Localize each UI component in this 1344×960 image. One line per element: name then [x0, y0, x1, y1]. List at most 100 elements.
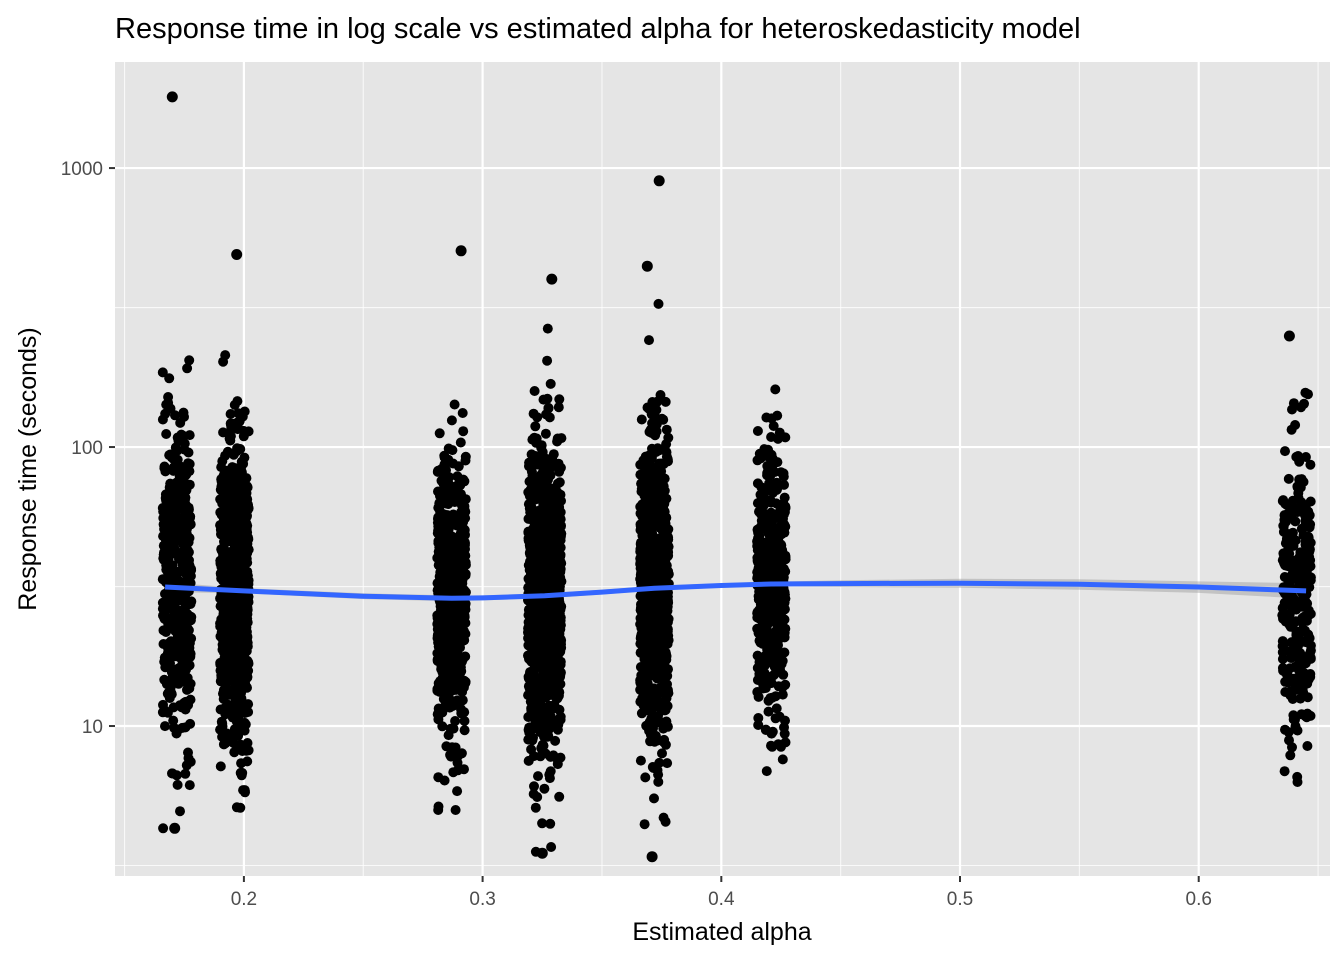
data-point: [458, 524, 469, 535]
data-point: [440, 475, 451, 486]
data-point: [239, 600, 250, 611]
smooth-line: [164, 580, 1307, 601]
data-point: [639, 562, 650, 573]
data-point: [752, 545, 763, 556]
data-point: [533, 771, 543, 782]
data-point: [433, 805, 444, 815]
data-point: [229, 747, 240, 758]
data-point: [767, 692, 778, 703]
data-point: [752, 536, 763, 547]
data-point: [227, 462, 238, 473]
data-point: [525, 655, 536, 666]
data-point: [546, 704, 557, 715]
data-point: [662, 670, 673, 681]
data-point: [762, 548, 773, 559]
data-point: [242, 538, 253, 549]
data-point: [1295, 693, 1306, 704]
data-point: [760, 725, 771, 735]
data-point: [1301, 566, 1312, 577]
data-point: [546, 842, 557, 852]
data-point: [162, 707, 173, 718]
data-point: [553, 628, 564, 639]
data-point: [1298, 549, 1309, 560]
data-point: [766, 646, 777, 657]
data-point: [178, 407, 189, 418]
data-point: [526, 696, 537, 707]
data-point: [776, 741, 786, 752]
data-point: [446, 678, 457, 689]
data-point: [544, 412, 555, 423]
data-point: [650, 701, 661, 712]
data-point: [180, 660, 191, 671]
data-point: [657, 748, 667, 759]
data-point: [171, 526, 182, 537]
data-point: [158, 625, 169, 636]
data-point: [543, 402, 554, 413]
data-point: [546, 678, 557, 689]
data-point: [434, 513, 445, 524]
data-point: [159, 674, 170, 685]
data-point: [548, 449, 559, 460]
data-point: [543, 644, 553, 655]
data-point: [640, 491, 651, 501]
data-point: [531, 437, 542, 448]
data-point: [535, 470, 546, 481]
data-point: [644, 335, 654, 346]
data-point: [660, 705, 671, 715]
data-point: [1300, 579, 1311, 590]
data-point: [239, 725, 250, 736]
data-point: [180, 768, 191, 779]
x-tick-label: 0.3: [469, 889, 495, 910]
data-point: [753, 713, 764, 723]
outlier-point: [231, 249, 243, 260]
data-point: [453, 533, 464, 544]
data-point: [523, 640, 534, 651]
data-point: [173, 435, 184, 446]
data-point: [233, 408, 244, 419]
data-point: [542, 323, 553, 334]
data-point: [778, 597, 789, 608]
data-point: [645, 620, 656, 631]
data-point: [184, 780, 195, 791]
data-point: [662, 638, 673, 649]
data-point: [762, 470, 773, 481]
data-point: [1293, 493, 1304, 503]
data-point: [542, 355, 553, 366]
data-point: [433, 772, 444, 783]
x-tick-label: 0.5: [947, 889, 973, 910]
data-point: [1298, 530, 1309, 541]
data-point: [164, 482, 175, 493]
data-point: [536, 692, 547, 703]
data-point: [534, 551, 545, 562]
data-point: [451, 514, 462, 525]
data-point: [763, 536, 774, 547]
data-point: [173, 548, 184, 559]
data-point: [547, 570, 558, 581]
data-point: [434, 548, 445, 559]
data-point: [537, 739, 548, 750]
data-point: [546, 615, 557, 626]
data-point: [756, 515, 767, 526]
data-point: [554, 704, 565, 715]
data-point: [658, 622, 669, 633]
data-point: [642, 696, 653, 707]
data-point: [218, 516, 229, 527]
data-point: [1292, 725, 1303, 736]
data-point: [773, 433, 783, 444]
data-point: [184, 511, 195, 522]
data-point: [641, 660, 651, 671]
data-point: [231, 679, 242, 690]
data-point: [545, 378, 556, 389]
data-point: [774, 573, 785, 584]
data-point: [654, 642, 665, 653]
data-point: [1278, 495, 1289, 506]
data-point: [175, 417, 186, 428]
data-point: [435, 491, 445, 501]
data-point: [548, 579, 559, 590]
data-point: [220, 709, 231, 720]
data-point: [443, 730, 454, 741]
data-point: [536, 459, 547, 470]
data-points: [157, 91, 1316, 863]
data-point: [554, 394, 565, 405]
data-point: [456, 704, 466, 715]
